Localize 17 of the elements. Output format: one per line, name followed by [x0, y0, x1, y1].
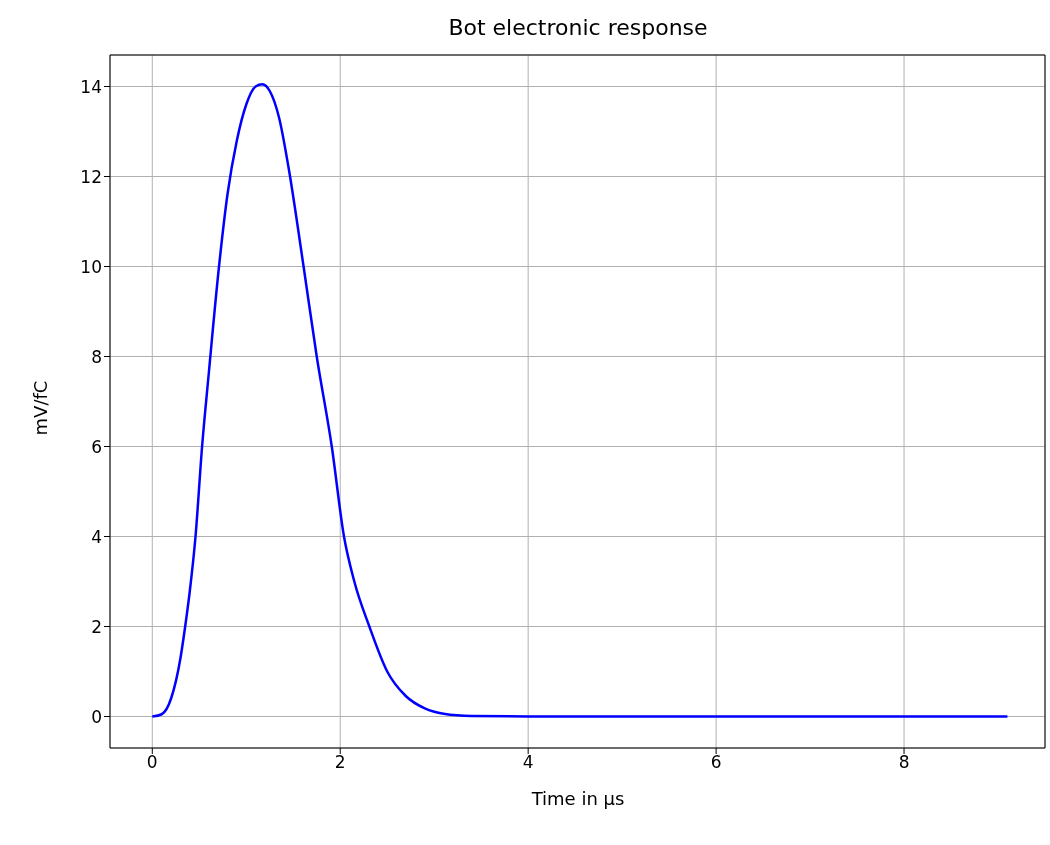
x-axis-title: Time in μs: [530, 788, 626, 809]
y-tick-label: 0: [91, 706, 102, 727]
y-tick-label: 4: [91, 526, 102, 547]
y-tick-label: 10: [80, 256, 102, 277]
x-tick-label: 6: [710, 752, 722, 773]
x-tick-label: 2: [334, 752, 346, 773]
x-tick-label: 8: [898, 752, 910, 773]
line-series: [151, 83, 1009, 718]
chart-title: Bot electronic response: [447, 14, 709, 42]
x-tick-label: 0: [146, 752, 158, 773]
y-tick-label: 14: [80, 76, 102, 97]
x-tick-label: 4: [522, 752, 534, 773]
y-axis-title: mV/fC: [30, 380, 51, 436]
y-tick-label: 12: [80, 166, 102, 187]
y-tick-label: 8: [91, 346, 102, 367]
y-tick-label: 2: [91, 616, 102, 637]
y-tick-label: 6: [91, 436, 102, 457]
